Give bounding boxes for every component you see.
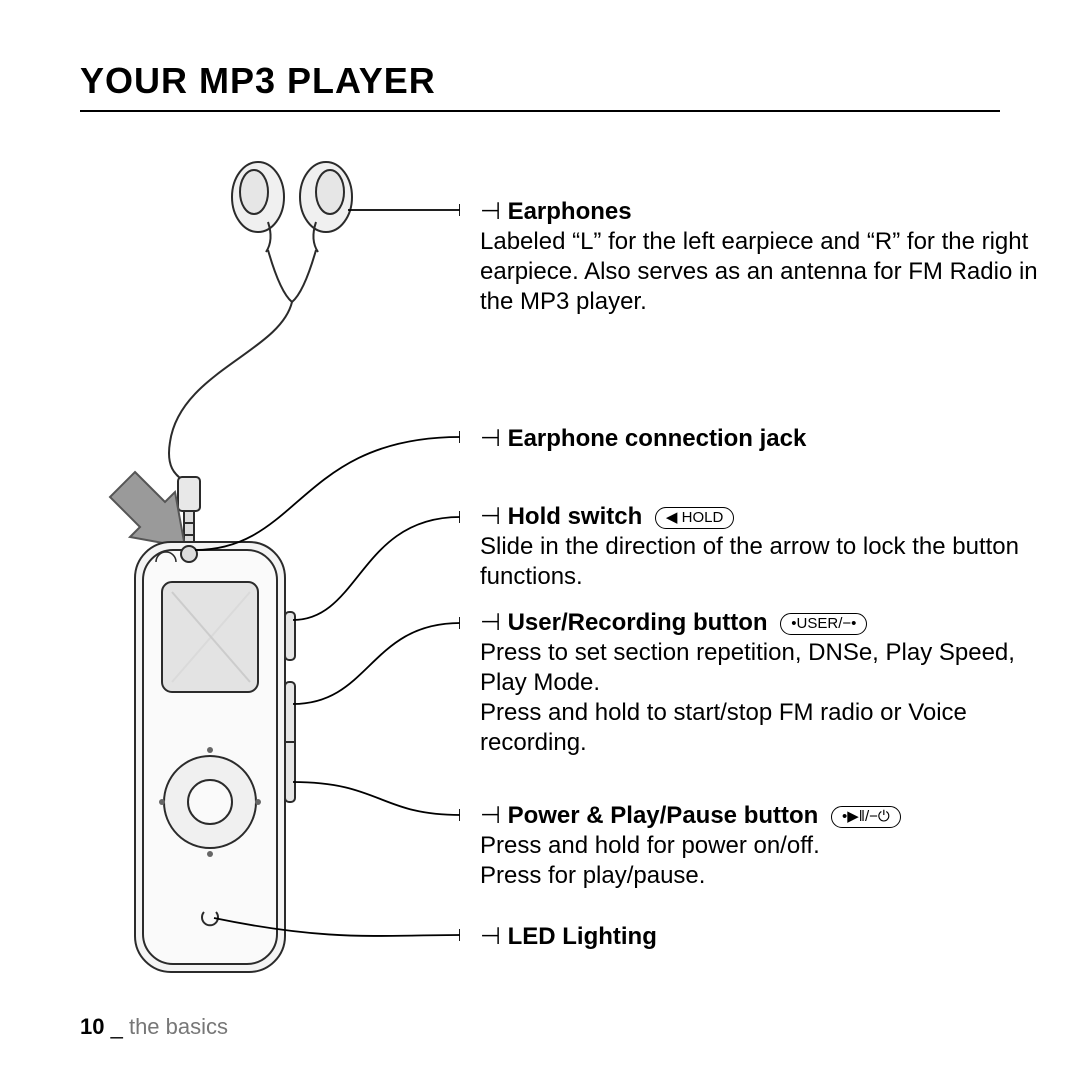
power-body2: Press for play/pause.: [480, 861, 901, 891]
led-title: LED Lighting: [508, 923, 657, 950]
user-title: User/Recording button: [508, 609, 768, 636]
earphones-body: Labeled “L” for the left earpiece and “R…: [480, 227, 1060, 317]
hold-body: Slide in the direction of the arrow to l…: [480, 532, 1060, 592]
callout-earphones: ⊣ Earphones Labeled “L” for the left ear…: [480, 197, 1060, 317]
callout-user: ⊣ User/Recording button •USER/−• Press t…: [480, 608, 1060, 758]
page-title: YOUR MP3 PLAYER: [80, 60, 1000, 112]
footer-sep: _: [104, 1014, 128, 1039]
footer-section: the basics: [129, 1014, 228, 1039]
user-badge-icon: •USER/−•: [780, 613, 867, 635]
callout-jack: ⊣ Earphone connection jack: [480, 424, 806, 454]
hold-badge-icon: ◀ HOLD: [655, 507, 734, 529]
power-title: Power & Play/Pause button: [508, 802, 819, 829]
hold-title: Hold switch: [508, 503, 643, 530]
callout-led: ⊣ LED Lighting: [480, 922, 657, 952]
jack-title: Earphone connection jack: [508, 425, 807, 452]
device-illustration: [80, 142, 460, 1002]
footer-page-number: 10: [80, 1014, 104, 1039]
callout-power: ⊣ Power & Play/Pause button •▶‖/−⏻ Press…: [480, 801, 901, 891]
mp3-body-icon: [135, 542, 285, 972]
earphones-icon: [169, 162, 352, 482]
side-buttons-icon: [285, 612, 295, 802]
page-footer: 10 _ the basics: [80, 1014, 228, 1040]
user-body1: Press to set section repetition, DNSe, P…: [480, 638, 1060, 698]
callout-hold: ⊣ Hold switch ◀ HOLD Slide in the direct…: [480, 502, 1060, 592]
earphones-title: Earphones: [508, 198, 632, 225]
user-body2: Press and hold to start/stop FM radio or…: [480, 698, 1060, 758]
power-body1: Press and hold for power on/off.: [480, 831, 901, 861]
power-badge-icon: •▶‖/−⏻: [831, 806, 901, 828]
insert-arrow-icon: [110, 472, 185, 547]
